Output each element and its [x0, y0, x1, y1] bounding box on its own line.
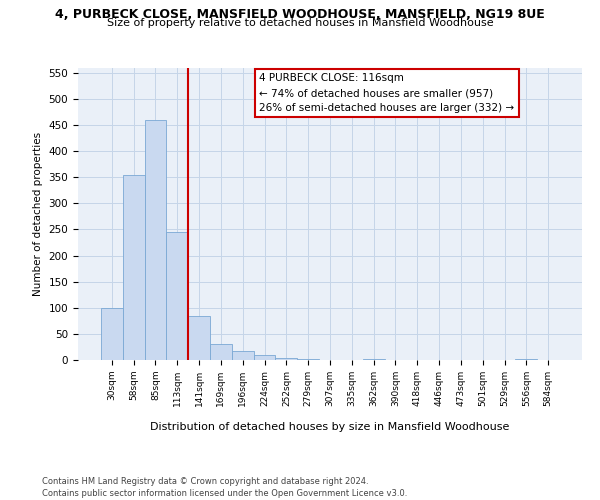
Bar: [254, 355, 275, 360]
Text: Contains HM Land Registry data © Crown copyright and database right 2024.
Contai: Contains HM Land Registry data © Crown c…: [42, 476, 407, 498]
Text: 4 PURBECK CLOSE: 116sqm
← 74% of detached houses are smaller (957)
26% of semi-d: 4 PURBECK CLOSE: 116sqm ← 74% of detache…: [259, 74, 515, 113]
Bar: [145, 120, 166, 360]
Bar: [166, 232, 188, 360]
Text: Distribution of detached houses by size in Mansfield Woodhouse: Distribution of detached houses by size …: [151, 422, 509, 432]
Bar: [232, 350, 254, 360]
Bar: [275, 358, 297, 360]
Y-axis label: Number of detached properties: Number of detached properties: [33, 132, 43, 296]
Text: Size of property relative to detached houses in Mansfield Woodhouse: Size of property relative to detached ho…: [107, 18, 493, 28]
Bar: [123, 174, 145, 360]
Bar: [101, 308, 123, 360]
Bar: [210, 344, 232, 360]
Bar: [188, 316, 210, 360]
Text: 4, PURBECK CLOSE, MANSFIELD WOODHOUSE, MANSFIELD, NG19 8UE: 4, PURBECK CLOSE, MANSFIELD WOODHOUSE, M…: [55, 8, 545, 20]
